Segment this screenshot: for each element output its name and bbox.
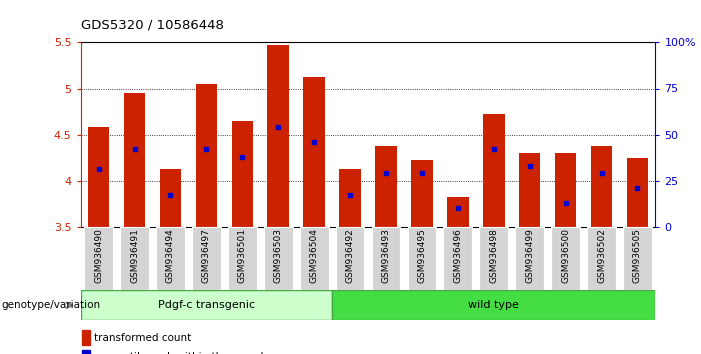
Bar xyxy=(160,170,181,227)
Text: GSM936500: GSM936500 xyxy=(561,228,570,283)
Text: wild type: wild type xyxy=(468,300,519,310)
Text: transformed count: transformed count xyxy=(94,332,191,343)
Text: percentile rank within the sample: percentile rank within the sample xyxy=(94,352,270,354)
Text: Pdgf-c transgenic: Pdgf-c transgenic xyxy=(158,300,255,310)
Text: GSM936501: GSM936501 xyxy=(238,228,247,283)
Text: GSM936497: GSM936497 xyxy=(202,228,211,283)
Bar xyxy=(447,197,468,227)
Bar xyxy=(555,153,576,227)
Bar xyxy=(519,153,540,227)
FancyBboxPatch shape xyxy=(515,227,544,290)
Bar xyxy=(375,145,397,227)
FancyBboxPatch shape xyxy=(84,227,113,290)
FancyBboxPatch shape xyxy=(372,227,400,290)
FancyBboxPatch shape xyxy=(587,227,616,290)
FancyBboxPatch shape xyxy=(336,227,365,290)
FancyBboxPatch shape xyxy=(264,227,292,290)
Bar xyxy=(124,93,145,227)
Bar xyxy=(591,145,613,227)
Text: GSM936503: GSM936503 xyxy=(273,228,283,283)
Bar xyxy=(83,350,90,354)
Text: GSM936502: GSM936502 xyxy=(597,228,606,283)
Text: GSM936494: GSM936494 xyxy=(166,228,175,282)
Text: genotype/variation: genotype/variation xyxy=(1,300,100,310)
FancyBboxPatch shape xyxy=(228,227,257,290)
Text: GSM936493: GSM936493 xyxy=(381,228,390,283)
FancyBboxPatch shape xyxy=(551,227,580,290)
Bar xyxy=(196,84,217,227)
Text: GSM936499: GSM936499 xyxy=(525,228,534,283)
Bar xyxy=(483,114,505,227)
Text: GSM936495: GSM936495 xyxy=(417,228,426,283)
Text: GSM936490: GSM936490 xyxy=(94,228,103,283)
Bar xyxy=(304,78,325,227)
Bar xyxy=(268,45,289,227)
Bar xyxy=(88,127,109,227)
FancyBboxPatch shape xyxy=(81,290,332,320)
Text: GSM936505: GSM936505 xyxy=(633,228,642,283)
FancyBboxPatch shape xyxy=(192,227,221,290)
FancyBboxPatch shape xyxy=(332,290,655,320)
FancyBboxPatch shape xyxy=(479,227,508,290)
Bar xyxy=(231,121,253,227)
FancyBboxPatch shape xyxy=(407,227,436,290)
Text: GSM936504: GSM936504 xyxy=(310,228,319,283)
Text: GSM936496: GSM936496 xyxy=(454,228,463,283)
FancyBboxPatch shape xyxy=(623,227,652,290)
FancyBboxPatch shape xyxy=(444,227,472,290)
Bar xyxy=(627,158,648,227)
Text: GSM936491: GSM936491 xyxy=(130,228,139,283)
FancyBboxPatch shape xyxy=(300,227,329,290)
Bar xyxy=(83,330,90,345)
FancyBboxPatch shape xyxy=(156,227,185,290)
Text: GDS5320 / 10586448: GDS5320 / 10586448 xyxy=(81,19,224,32)
Bar xyxy=(339,170,361,227)
Bar xyxy=(411,160,433,227)
FancyBboxPatch shape xyxy=(120,227,149,290)
Text: GSM936492: GSM936492 xyxy=(346,228,355,282)
Text: GSM936498: GSM936498 xyxy=(489,228,498,283)
